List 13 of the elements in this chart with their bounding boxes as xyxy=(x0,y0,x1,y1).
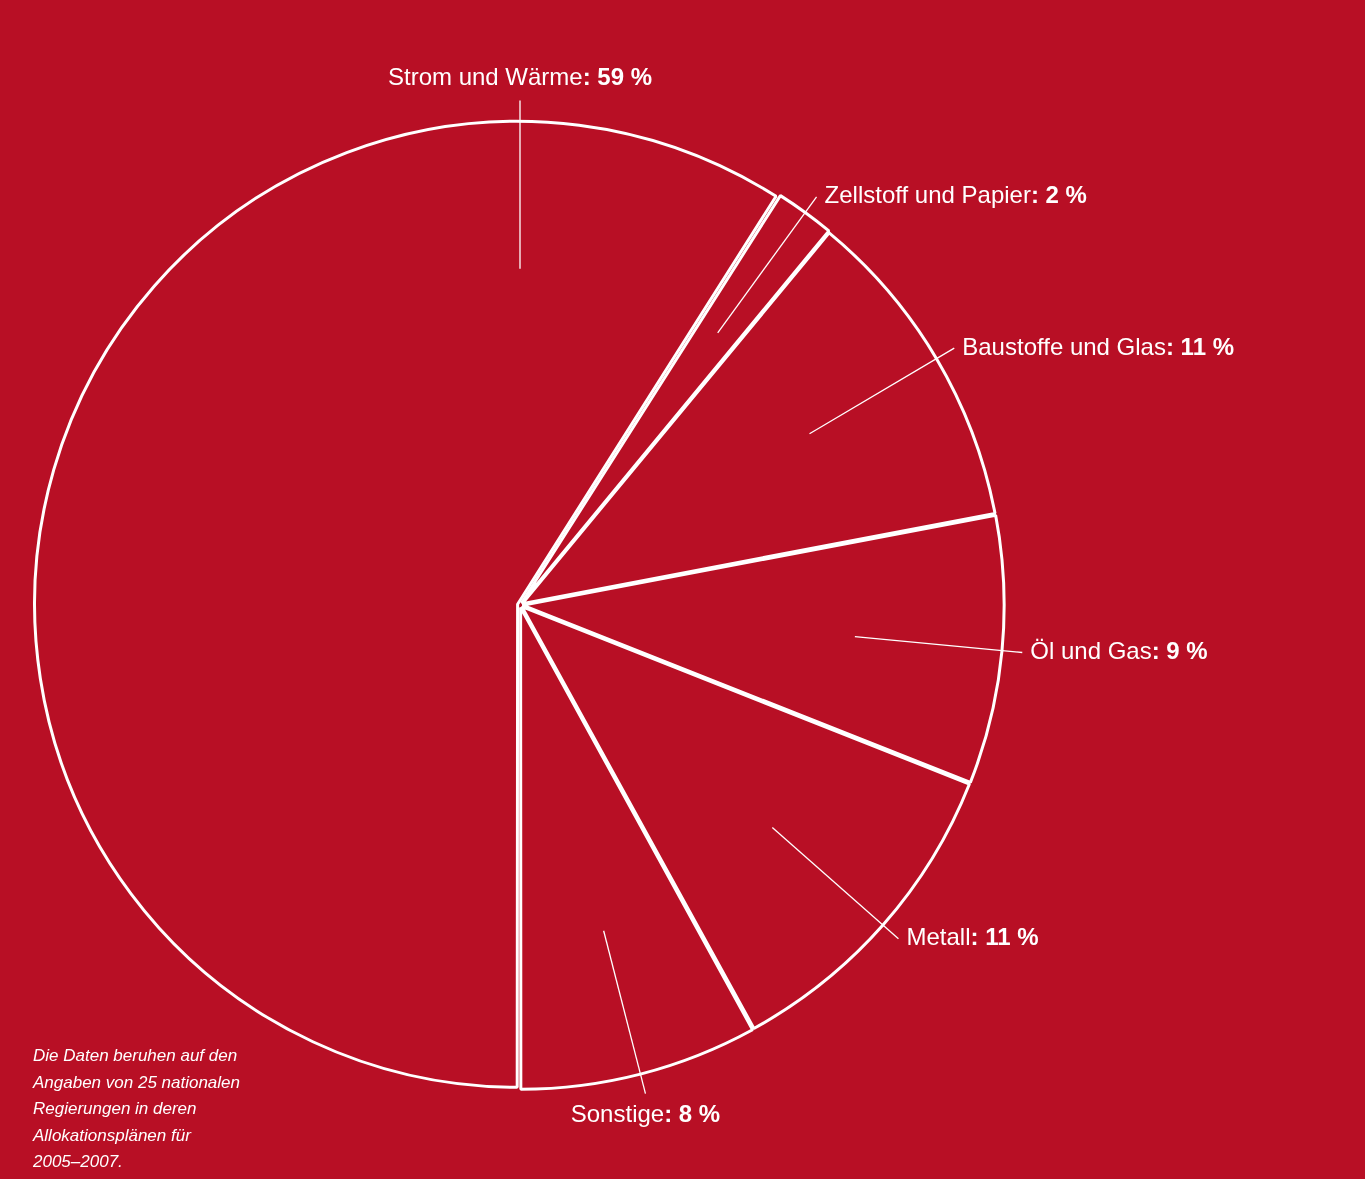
data-label: : 8 % xyxy=(664,1100,721,1128)
slice-label: Baustoffe und Glas xyxy=(962,332,1166,360)
slice-label: Metall xyxy=(906,923,971,951)
data-label: : 2 % xyxy=(1030,181,1087,209)
data-label: : 9 % xyxy=(1151,637,1208,665)
data-label: : 59 % xyxy=(582,63,653,91)
data-label: : 11 % xyxy=(970,923,1039,951)
slice-label: Öl und Gas xyxy=(1030,637,1152,665)
slice-label: Sonstige xyxy=(570,1100,665,1128)
text: Die Daten beruhen auf den Angaben von 25 nationalen Regierungen in deren Allokationsplänen für 2005–2007. xyxy=(32,1046,241,1171)
data-label: : 11 % xyxy=(1165,332,1235,360)
slice-label: Zellstoff und Papier xyxy=(824,181,1031,209)
slice-label: Strom und Wärme xyxy=(387,63,583,91)
